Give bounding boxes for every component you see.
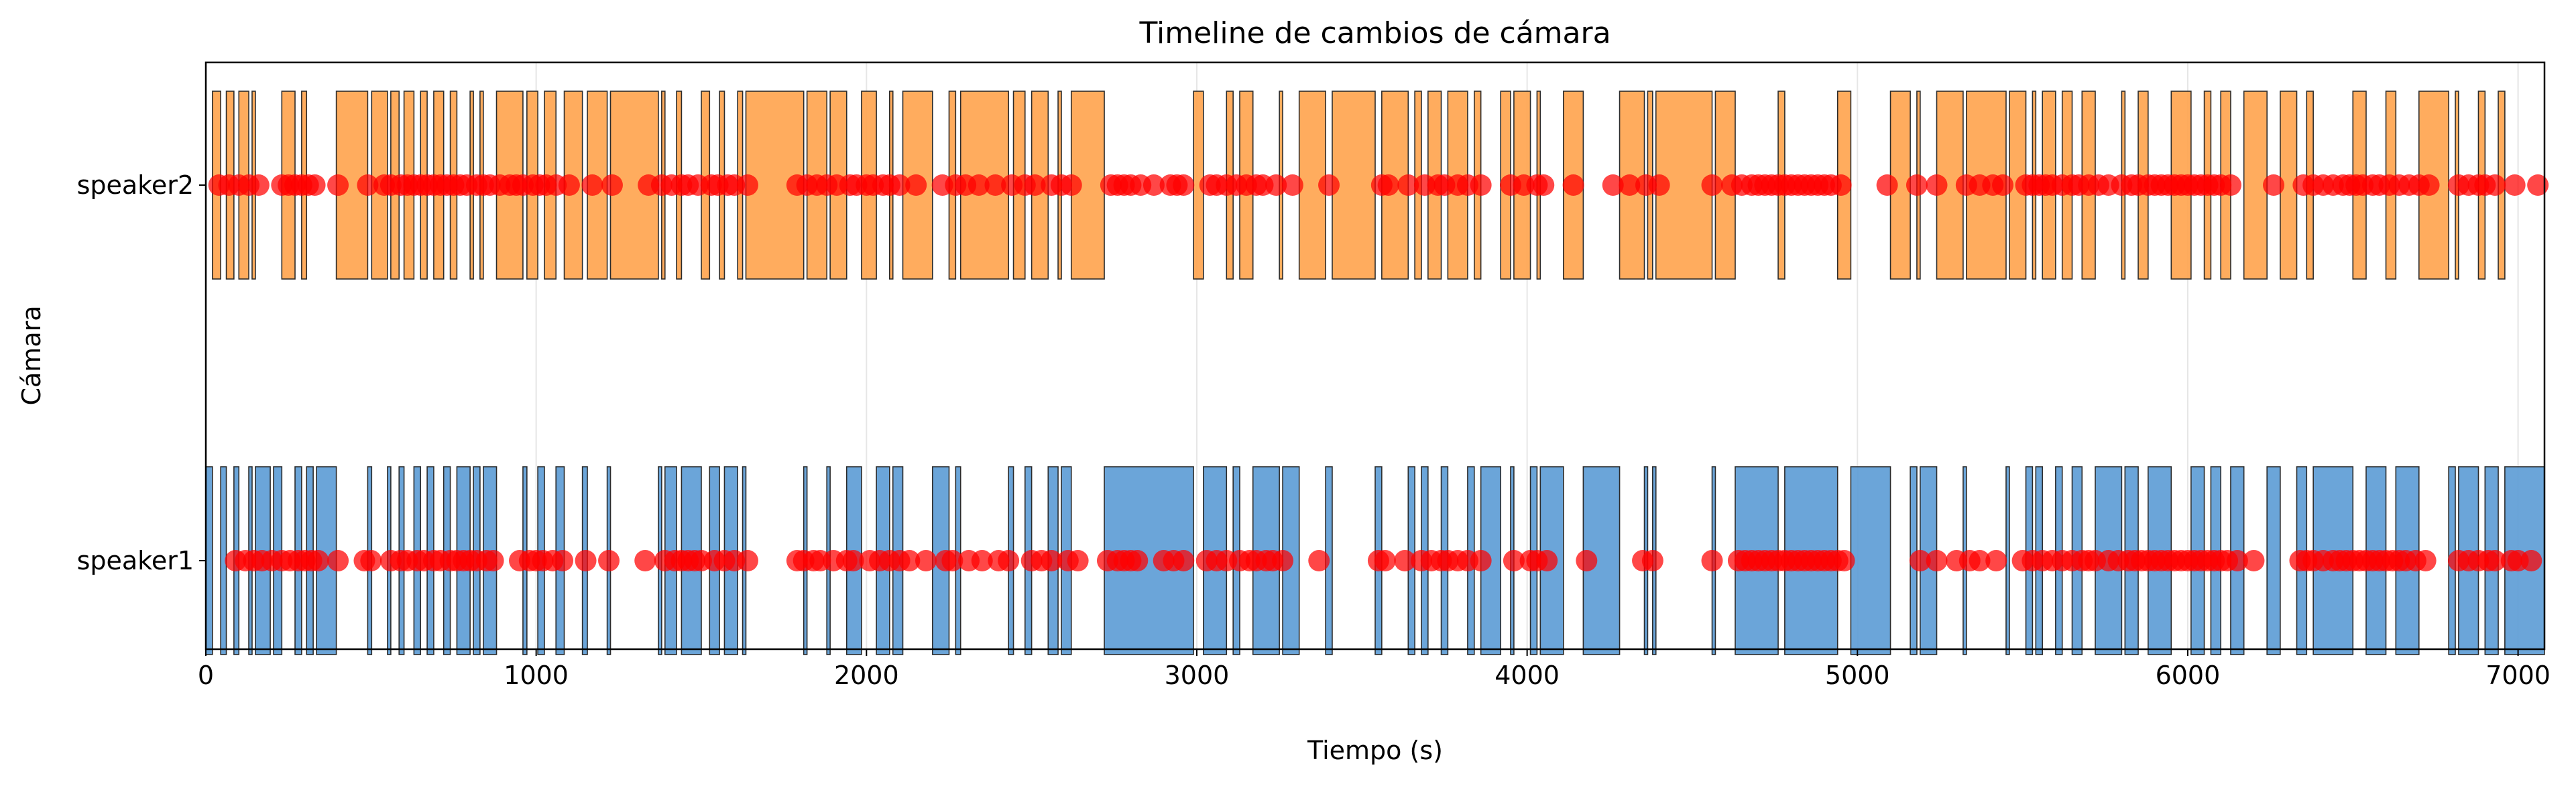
speaker1-change-point (2484, 550, 2506, 571)
speaker2-change-point (1906, 174, 1928, 196)
speaker1-change-point (1969, 550, 1991, 571)
speaker1-change-point (941, 550, 963, 571)
speaker2-change-point (1701, 174, 1723, 196)
speaker2-change-point (1281, 174, 1303, 196)
x-tick-label: 6000 (2156, 661, 2221, 690)
speaker1-change-point (2226, 550, 2248, 571)
speaker2-change-point (2263, 174, 2285, 196)
speaker1-change-point (1985, 550, 2007, 571)
speaker1-change-point (736, 550, 758, 571)
speaker1-change-point (1926, 550, 1948, 571)
speaker2-change-point (905, 174, 927, 196)
x-tick-label: 0 (198, 661, 214, 690)
speaker2-change-point (1143, 174, 1165, 196)
speaker1-change-point (634, 550, 656, 571)
speaker2-change-point (2418, 174, 2440, 196)
speaker1-change-point (1126, 550, 1149, 571)
speaker2-change-point (1926, 174, 1948, 196)
speaker1-change-point (1173, 550, 1195, 571)
change-markers (208, 174, 2549, 571)
speaker1-change-point (482, 550, 504, 571)
speaker1-change-point (1701, 550, 1723, 571)
speaker2-change-point (888, 174, 911, 196)
speaker1-change-point (360, 550, 382, 571)
x-tick-label: 2000 (834, 661, 899, 690)
plot-frame (204, 61, 2546, 651)
speaker2-change-point (357, 174, 379, 196)
speaker1-change-point (2520, 550, 2542, 571)
x-tick-label: 1000 (504, 661, 569, 690)
speaker1-segment-bar (205, 466, 213, 655)
speaker2-change-point (1173, 174, 1195, 196)
speaker1-change-point (1503, 550, 1525, 571)
speaker2-change-point (968, 174, 990, 196)
speaker1-change-point (1067, 550, 1089, 571)
speaker1-change-point (1308, 550, 1330, 571)
speaker1-change-point (575, 550, 597, 571)
speaker1-change-point (998, 550, 1020, 571)
y-axis-label: Cámara (17, 305, 46, 405)
speaker2-change-point (736, 174, 758, 196)
speaker2-change-point (1470, 174, 1492, 196)
speaker1-change-point (2243, 550, 2265, 571)
speaker2-change-point (1265, 174, 1287, 196)
speaker1-change-point (327, 550, 349, 571)
speaker1-change-point (552, 550, 574, 571)
speaker1-change-point (1374, 550, 1396, 571)
x-axis-label: Tiempo (s) (1307, 736, 1443, 765)
speaker1-change-point (2414, 550, 2437, 571)
y-tick-label: speaker2 (77, 170, 194, 200)
speaker2-change-point (1318, 174, 1340, 196)
speaker2-change-point (2484, 174, 2506, 196)
speaker2-change-point (2527, 174, 2549, 196)
x-tick-label: 4000 (1495, 661, 1560, 690)
speaker2-change-point (2504, 174, 2526, 196)
speaker1-change-point (1041, 550, 1063, 571)
speaker1-change-point (1394, 550, 1416, 571)
speaker2-change-point (558, 174, 580, 196)
x-tick-label: 7000 (2485, 661, 2551, 690)
speaker1-change-point (1272, 550, 1294, 571)
speaker2-change-point (1060, 174, 1082, 196)
speaker2-change-point (601, 174, 623, 196)
speaker1-change-point (898, 550, 921, 571)
speaker1-change-point (1641, 550, 1663, 571)
speaker2-change-point (1602, 174, 1624, 196)
x-tick-label: 5000 (1825, 661, 1890, 690)
speaker2-change-point (327, 174, 349, 196)
speaker1-change-point (307, 550, 329, 571)
speaker2-change-point (1648, 174, 1670, 196)
speaker1-change-point (1833, 550, 1855, 571)
speaker2-change-point (1562, 174, 1584, 196)
speaker1-change-point (1909, 550, 1931, 571)
speaker2-change-point (1876, 174, 1898, 196)
speaker2-change-point (1377, 174, 1399, 196)
chart-title: Timeline de cambios de cámara (1138, 16, 1611, 50)
x-tick-label: 3000 (1165, 661, 1230, 690)
speaker2-change-point (1992, 174, 2014, 196)
speaker2-change-point (1619, 174, 1641, 196)
y-tick-label: speaker1 (77, 546, 194, 575)
speaker2-change-point (1397, 174, 1419, 196)
axis-ticks: 0 1000 2000 3000 4000 5000 6000 7000 speaker1 spe… (77, 170, 2551, 690)
speaker2-change-point (304, 174, 326, 196)
speaker1-change-point (971, 550, 993, 571)
speaker2-change-point (1830, 174, 1852, 196)
speaker2-change-point (1533, 174, 1555, 196)
speaker1-change-point (1470, 550, 1492, 571)
speaker2-change-point (984, 174, 1006, 196)
speaker2-change-point (581, 174, 603, 196)
speaker1-segment-bar (1850, 466, 1891, 655)
speaker2-change-point (247, 174, 270, 196)
speaker2-change-point (2219, 174, 2241, 196)
speaker1-change-point (1536, 550, 1558, 571)
speaker1-change-point (598, 550, 620, 571)
speaker1-segment-bar (2266, 466, 2281, 655)
speaker1-change-point (1576, 550, 1598, 571)
speaker1-change-point (915, 550, 937, 571)
speaker1-change-point (842, 550, 864, 571)
speaker2-change-point (1024, 174, 1046, 196)
